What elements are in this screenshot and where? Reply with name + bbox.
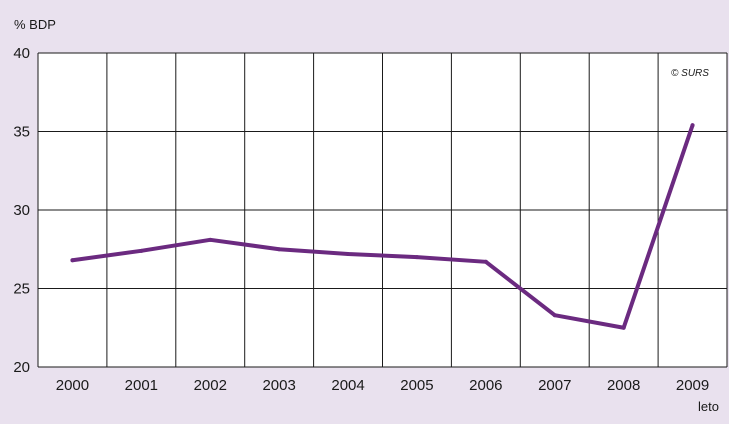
y-axis-ticks: 20 25 30 35 40 [13,45,30,376]
x-tick-label: 2009 [676,377,709,394]
x-tick-label: 2001 [125,377,158,394]
data-point [346,251,351,256]
x-tick-label: 2007 [538,377,571,394]
data-point [690,123,695,128]
x-tick-label: 2006 [469,377,502,394]
data-point [70,258,75,263]
x-tick-label: 2002 [194,377,227,394]
data-point [621,325,626,330]
x-tick-label: 2003 [262,377,295,394]
data-point [208,237,213,242]
x-axis-ticks: 2000 2001 2002 2003 2004 2005 2006 2007 2008 2009 [56,377,709,394]
x-tick-label: 2004 [331,377,364,394]
y-tick-label: 25 [13,281,30,298]
y-tick-label: 35 [13,124,30,141]
y-tick-label: 40 [13,45,30,62]
x-axis-label: leto [698,399,719,414]
data-point [277,247,282,252]
y-axis-label: % BDP [14,17,56,32]
x-tick-label: 2005 [400,377,433,394]
data-point [139,248,144,253]
copyright-watermark: © SURS [671,68,709,79]
data-point [483,259,488,264]
y-tick-label: 30 [13,202,30,219]
data-point [552,313,557,318]
series-layer [70,123,695,330]
series-line [70,123,695,330]
data-point [414,255,419,260]
y-tick-label: 20 [13,359,30,376]
x-tick-label: 2000 [56,377,89,394]
grid [37,52,728,368]
x-tick-label: 2008 [607,377,640,394]
